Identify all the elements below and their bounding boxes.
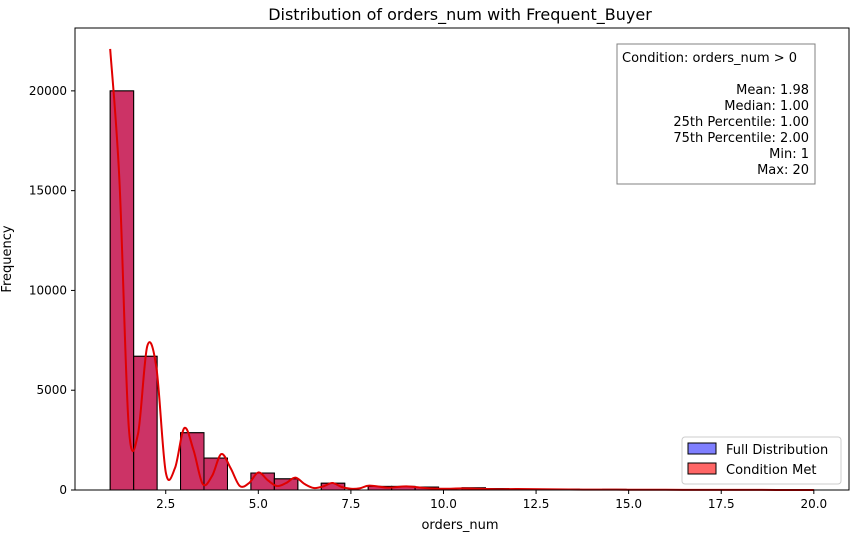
x-tick-label: 17.5 bbox=[708, 497, 735, 511]
x-tick-label: 5.0 bbox=[249, 497, 268, 511]
annotation-line: Median: 1.00 bbox=[724, 99, 809, 114]
legend-swatch-condition-met bbox=[688, 463, 716, 474]
chart-title: Distribution of orders_num with Frequent… bbox=[268, 5, 652, 25]
legend-label-condition-met: Condition Met bbox=[726, 463, 816, 478]
y-tick-label: 20000 bbox=[29, 84, 67, 98]
x-axis-label: orders_num bbox=[421, 518, 498, 533]
x-tick-label: 2.5 bbox=[156, 497, 175, 511]
x-tick-label: 12.5 bbox=[523, 497, 550, 511]
annotation-line: Min: 1 bbox=[769, 147, 809, 162]
legend: Full Distribution Condition Met bbox=[682, 437, 841, 484]
x-tick-label: 20.0 bbox=[800, 497, 827, 511]
y-tick-label: 15000 bbox=[29, 184, 67, 198]
histogram-bar bbox=[134, 356, 157, 490]
x-tick-label: 10.0 bbox=[430, 497, 457, 511]
stats-annotation: Condition: orders_num > 0 Mean: 1.98Media… bbox=[617, 44, 815, 184]
y-tick-label: 10000 bbox=[29, 283, 67, 297]
annotation-line: Mean: 1.98 bbox=[736, 83, 809, 98]
annotation-line: 25th Percentile: 1.00 bbox=[673, 115, 809, 130]
x-tick-label: 7.5 bbox=[341, 497, 360, 511]
x-tick-label: 15.0 bbox=[615, 497, 642, 511]
histogram-bar bbox=[110, 91, 133, 490]
legend-swatch-full-distribution bbox=[688, 443, 716, 454]
legend-label-full-distribution: Full Distribution bbox=[726, 443, 828, 458]
annotation-line: Condition: orders_num > 0 bbox=[622, 51, 797, 66]
histogram-bar bbox=[181, 433, 204, 490]
histogram-bar bbox=[274, 479, 297, 490]
histogram-bar bbox=[204, 458, 227, 490]
annotation-line: 75th Percentile: 2.00 bbox=[673, 131, 809, 146]
x-axis-ticks: 2.5 5.0 7.5 10.0 12.5 15.0 17.5 20.0 bbox=[156, 490, 827, 511]
y-axis-ticks: 0 5000 10000 15000 20000 bbox=[29, 84, 75, 497]
y-axis-label: Frequency bbox=[0, 225, 15, 292]
y-tick-label: 5000 bbox=[36, 383, 67, 397]
y-tick-label: 0 bbox=[59, 483, 67, 497]
annotation-line: Max: 20 bbox=[757, 163, 809, 178]
